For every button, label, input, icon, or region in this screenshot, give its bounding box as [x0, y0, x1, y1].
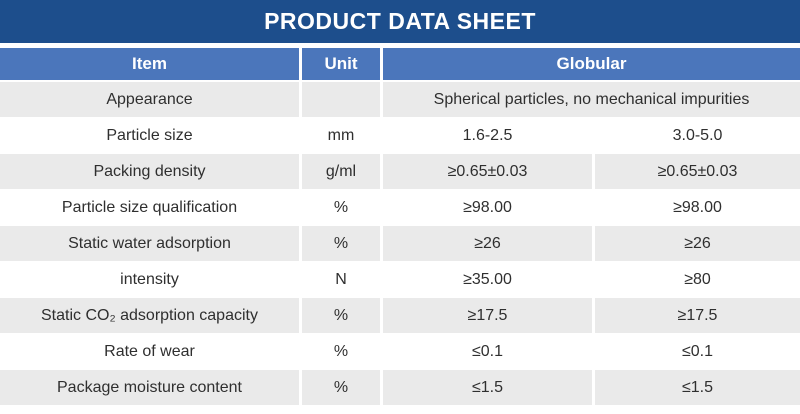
column-header-globular: Globular [383, 48, 800, 80]
value-cell-2: ≤1.5 [595, 370, 800, 405]
table-row: Static CO₂ adsorption capacity % ≥17.5 ≥… [0, 298, 800, 333]
item-cell: Static CO₂ adsorption capacity [0, 298, 302, 333]
table-row: Packing density g/ml ≥0.65±0.03 ≥0.65±0.… [0, 154, 800, 189]
unit-cell: % [302, 190, 383, 225]
unit-cell: % [302, 298, 383, 333]
table-row: Rate of wear % ≤0.1 ≤0.1 [0, 334, 800, 369]
item-cell: Particle size qualification [0, 190, 302, 225]
value-cell-1: ≥26 [383, 226, 595, 261]
item-cell: intensity [0, 262, 302, 297]
value-cell-1: ≥35.00 [383, 262, 595, 297]
table-row: Static water adsorption % ≥26 ≥26 [0, 226, 800, 261]
value-cell-2: ≥17.5 [595, 298, 800, 333]
item-cell: Rate of wear [0, 334, 302, 369]
unit-cell: % [302, 370, 383, 405]
item-cell: Appearance [0, 82, 302, 117]
value-cell-1: 1.6-2.5 [383, 118, 595, 153]
value-cell-2: ≥0.65±0.03 [595, 154, 800, 189]
item-cell: Packing density [0, 154, 302, 189]
unit-cell: mm [302, 118, 383, 153]
column-header-item: Item [0, 48, 302, 80]
table-row: intensity N ≥35.00 ≥80 [0, 262, 800, 297]
item-cell: Package moisture content [0, 370, 302, 405]
table-row: Package moisture content % ≤1.5 ≤1.5 [0, 370, 800, 405]
table-row: Particle size qualification % ≥98.00 ≥98… [0, 190, 800, 225]
value-cell-1: ≥98.00 [383, 190, 595, 225]
title-divider [0, 43, 800, 48]
page-title: PRODUCT DATA SHEET [264, 8, 536, 34]
value-cell-1: ≥17.5 [383, 298, 595, 333]
unit-cell: N [302, 262, 383, 297]
unit-cell: % [302, 334, 383, 369]
value-cell-2: ≥26 [595, 226, 800, 261]
unit-cell [302, 82, 383, 117]
unit-cell: % [302, 226, 383, 261]
title-bar: PRODUCT DATA SHEET [0, 0, 800, 43]
value-cell-2: ≥98.00 [595, 190, 800, 225]
value-cell-1: ≤1.5 [383, 370, 595, 405]
table-header-row: Item Unit Globular [0, 48, 800, 80]
value-cell-2: 3.0-5.0 [595, 118, 800, 153]
value-cell-1: ≥0.65±0.03 [383, 154, 595, 189]
item-cell: Particle size [0, 118, 302, 153]
table-row: Particle size mm 1.6-2.5 3.0-5.0 [0, 118, 800, 153]
value-cell-2: ≤0.1 [595, 334, 800, 369]
column-header-unit: Unit [302, 48, 383, 80]
table-row: Appearance Spherical particles, no mecha… [0, 82, 800, 117]
value-cell-2: ≥80 [595, 262, 800, 297]
unit-cell: g/ml [302, 154, 383, 189]
value-cell-1: ≤0.1 [383, 334, 595, 369]
cutoff-row [0, 406, 800, 413]
item-cell: Static water adsorption [0, 226, 302, 261]
value-cell-1: Spherical particles, no mechanical impur… [383, 82, 800, 117]
table-body: Appearance Spherical particles, no mecha… [0, 82, 800, 405]
